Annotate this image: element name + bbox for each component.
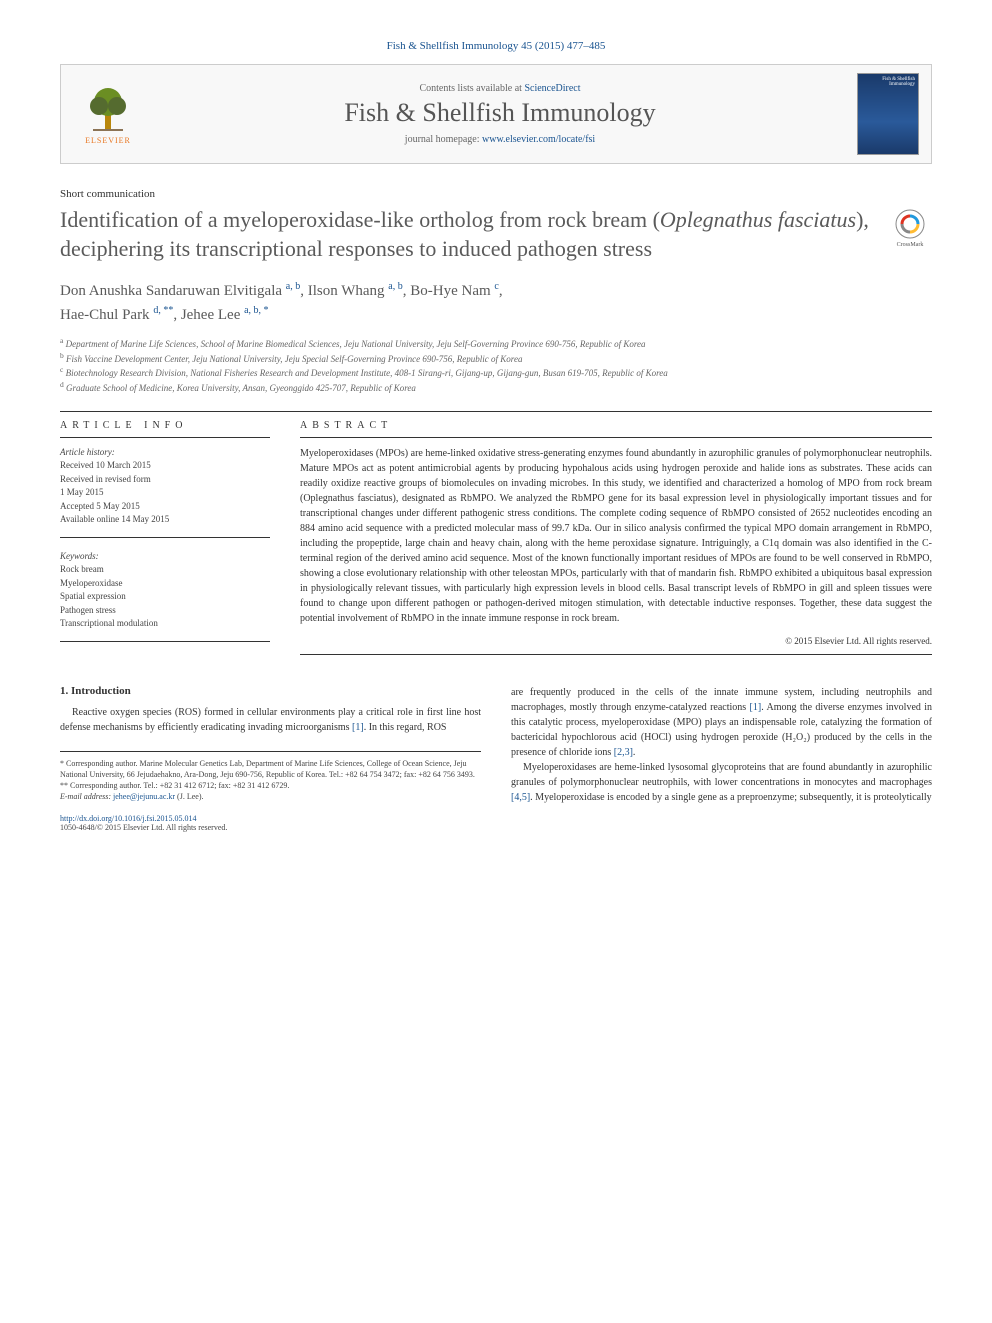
body-paragraph: are frequently produced in the cells of … — [511, 685, 932, 760]
publisher-logo[interactable]: ELSEVIER — [73, 74, 143, 154]
journal-homepage: journal homepage: www.elsevier.com/locat… — [143, 134, 857, 145]
citation-link[interactable]: [2,3] — [614, 747, 633, 758]
publisher-name: ELSEVIER — [85, 136, 131, 145]
author: Hae-Chul Park d, ** — [60, 307, 173, 323]
abstract-heading: ABSTRACT — [300, 420, 932, 438]
corresponding-footnotes: * Corresponding author. Marine Molecular… — [60, 751, 481, 803]
left-column: 1. Introduction Reactive oxygen species … — [60, 685, 481, 833]
keywords: Keywords: Rock bream Myeloperoxidase Spa… — [60, 550, 270, 642]
affiliation-link[interactable]: d, ** — [153, 305, 173, 316]
authors-list: Don Anushka Sandaruwan Elvitigala a, b, … — [60, 279, 932, 326]
svg-text:CrossMark: CrossMark — [897, 242, 924, 248]
article-info: ARTICLE INFO Article history: Received 1… — [60, 420, 270, 655]
cover-title: Fish & Shellfish Immunology — [858, 74, 918, 90]
abstract-text: Myeloperoxidases (MPOs) are heme-linked … — [300, 446, 932, 626]
journal-name: Fish & Shellfish Immunology — [143, 98, 857, 128]
affiliation: b Fish Vaccine Development Center, Jeju … — [60, 351, 932, 366]
corresponding-author-note: * Corresponding author. Marine Molecular… — [60, 758, 481, 780]
citation-link[interactable]: [1] — [352, 722, 364, 733]
page-footer: http://dx.doi.org/10.1016/j.fsi.2015.05.… — [60, 814, 481, 832]
sciencedirect-link[interactable]: ScienceDirect — [524, 83, 580, 94]
journal-cover-thumbnail[interactable]: Fish & Shellfish Immunology — [857, 73, 919, 155]
author: Don Anushka Sandaruwan Elvitigala a, b — [60, 283, 300, 299]
divider — [60, 411, 932, 412]
right-column: are frequently produced in the cells of … — [511, 685, 932, 833]
article-info-heading: ARTICLE INFO — [60, 420, 270, 438]
contents-available: Contents lists available at ScienceDirec… — [143, 83, 857, 94]
affiliation-link[interactable]: a, b, * — [244, 305, 268, 316]
journal-reference: Fish & Shellfish Immunology 45 (2015) 47… — [60, 40, 932, 52]
affiliation-link[interactable]: c — [494, 281, 498, 292]
issn-copyright: 1050-4648/© 2015 Elsevier Ltd. All right… — [60, 823, 481, 832]
article-title: Identification of a myeloperoxidase-like… — [60, 206, 876, 263]
corresponding-author-note: ** Corresponding author. Tel.: +82 31 41… — [60, 780, 481, 791]
author: Bo-Hye Nam c — [410, 283, 499, 299]
body-paragraph: Myeloperoxidases are heme-linked lysosom… — [511, 760, 932, 805]
citation-link[interactable]: [4,5] — [511, 792, 530, 803]
author: Jehee Lee a, b, * — [181, 307, 269, 323]
abstract-copyright: © 2015 Elsevier Ltd. All rights reserved… — [300, 636, 932, 655]
homepage-link[interactable]: www.elsevier.com/locate/fsi — [482, 134, 595, 145]
article-history: Article history: Received 10 March 2015 … — [60, 446, 270, 538]
affiliation-link[interactable]: a, b — [286, 281, 300, 292]
affiliation-link[interactable]: a, b — [388, 281, 402, 292]
elsevier-tree-icon — [83, 84, 133, 134]
affiliations: a Department of Marine Life Sciences, Sc… — [60, 336, 932, 394]
affiliation: d Graduate School of Medicine, Korea Uni… — [60, 380, 932, 395]
email-line: E-mail address: jehee@jejunu.ac.kr (J. L… — [60, 791, 481, 802]
author: Ilson Whang a, b — [308, 283, 403, 299]
article-type: Short communication — [60, 188, 932, 200]
section-heading: 1. Introduction — [60, 685, 481, 697]
journal-header: ELSEVIER Contents lists available at Sci… — [60, 64, 932, 164]
doi-link[interactable]: http://dx.doi.org/10.1016/j.fsi.2015.05.… — [60, 814, 197, 823]
body-paragraph: Reactive oxygen species (ROS) formed in … — [60, 705, 481, 735]
affiliation: c Biotechnology Research Division, Natio… — [60, 365, 932, 380]
email-link[interactable]: jehee@jejunu.ac.kr — [113, 792, 175, 801]
abstract: ABSTRACT Myeloperoxidases (MPOs) are hem… — [300, 420, 932, 655]
affiliation: a Department of Marine Life Sciences, Sc… — [60, 336, 932, 351]
citation-link[interactable]: [1] — [750, 702, 762, 713]
crossmark-icon[interactable]: CrossMark — [888, 206, 932, 250]
